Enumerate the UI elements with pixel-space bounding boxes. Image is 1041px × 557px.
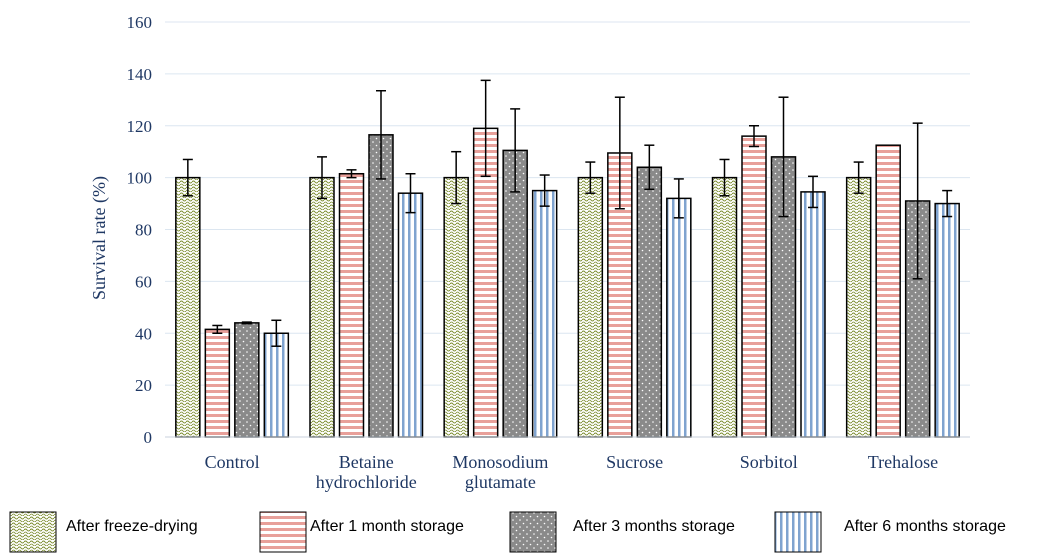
bar [636,166,663,438]
bar [800,191,826,438]
y-tick-label: 120 [127,117,153,136]
x-category-label: Control [205,452,260,472]
bar [741,135,767,438]
legend-swatch [9,511,57,553]
y-tick-label: 80 [135,221,152,240]
y-tick-label: 140 [127,65,153,84]
x-category-label: Betaine hydrochloride [316,452,417,492]
bar [845,176,872,438]
legend-label: After 6 months storage [844,518,1006,535]
legend-swatch [259,511,307,553]
gridlines [165,21,970,386]
y-tick-label: 40 [135,324,152,343]
bar [666,197,692,438]
x-axis-categories: Control Betaine hydrochloride Monosodium glu… [205,452,939,492]
legend-label: After freeze-drying [66,518,198,535]
y-axis-ticks: 0 20 40 60 80 100 120 140 160 [127,13,153,447]
bar [443,176,469,438]
x-category-label: Sucrose [606,452,663,472]
x-category-label: Monosodium glutamate [452,452,548,492]
legend: After freeze-drying After 1 month storage… [9,511,1006,553]
bar [711,176,738,438]
bar [368,134,394,438]
bar [309,176,335,438]
bar [472,127,499,438]
x-category-label: Trehalose [868,452,938,472]
bar [502,149,528,438]
y-tick-label: 160 [127,13,153,32]
x-category-label: Sorbitol [740,452,798,472]
legend-label: After 3 months storage [573,518,735,535]
bars [175,127,960,438]
legend-swatch [509,511,557,553]
y-axis-title: Survival rate (%) [89,176,110,300]
bar [531,189,558,438]
bar [875,144,901,438]
bar [234,322,260,438]
bar [338,172,365,438]
y-tick-label: 60 [135,272,152,291]
legend-label: After 1 month storage [310,518,464,535]
bar [175,176,201,438]
bar [397,192,424,438]
bar [577,176,604,438]
y-tick-label: 100 [127,169,153,188]
y-tick-label: 0 [144,428,153,447]
bar [204,328,231,438]
error-bars [182,79,953,347]
bar [934,202,960,438]
bar [263,332,290,438]
legend-swatch [774,511,822,553]
y-tick-label: 20 [135,376,152,395]
